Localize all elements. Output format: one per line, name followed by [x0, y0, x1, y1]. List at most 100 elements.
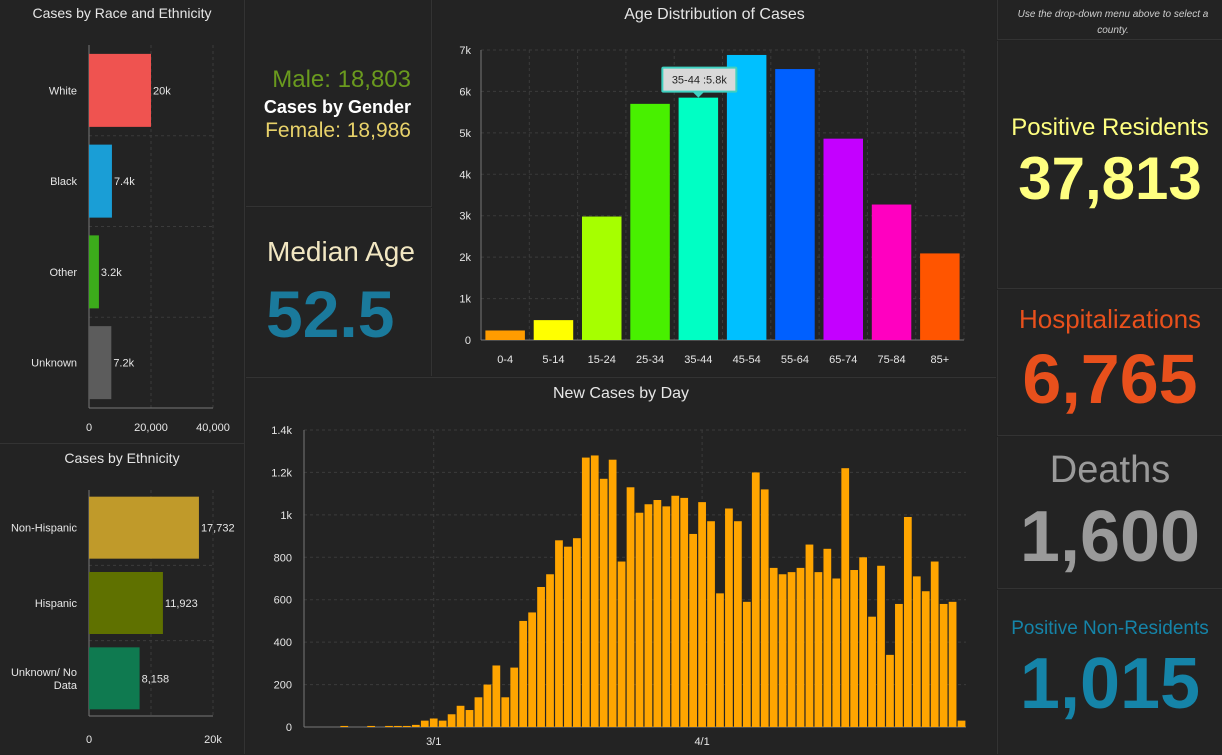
daily-bar	[895, 603, 903, 727]
daily-bar	[537, 586, 545, 727]
data-label: 8,158	[142, 673, 170, 685]
daily-bar	[877, 565, 885, 727]
x-tick-label: 15-24	[588, 354, 616, 366]
y-tick-label: 600	[274, 595, 292, 607]
x-tick-label: 75-84	[877, 354, 905, 366]
daily-bar	[438, 720, 447, 727]
y-tick-label: 3k	[459, 211, 471, 223]
category-label: Hispanic	[35, 598, 78, 610]
bar-age-65-74	[823, 138, 863, 340]
daily-bar	[662, 506, 671, 727]
age-chart: 0 1k 2k 3k 4k 5k 6k 7k 0-4 5-14 15-24 25-34 35-44 45-…	[459, 45, 965, 366]
y-tick-label: 1.4k	[271, 425, 292, 437]
x-tick-label: 0-4	[497, 354, 513, 366]
daily-bar	[868, 616, 876, 727]
data-label: 3.2k	[101, 267, 122, 279]
daily-bar	[841, 468, 850, 727]
y-tick-label: 1k	[280, 510, 292, 522]
daily-bar	[778, 574, 787, 727]
daily-bar	[832, 578, 841, 727]
hospitalizations-panel: Hospitalizations 6,765	[997, 290, 1222, 436]
daily-bar	[751, 472, 760, 727]
bar-black	[89, 144, 112, 218]
bar-other	[89, 235, 99, 309]
y-tick-label: 200	[274, 680, 292, 692]
daily-bar	[707, 521, 715, 727]
daily-bar	[734, 521, 742, 727]
daily-bar	[742, 601, 751, 727]
daily-bar	[680, 497, 689, 727]
bar-white	[89, 53, 151, 127]
daily-bar	[653, 500, 662, 727]
x-tick-label: 25-34	[636, 354, 664, 366]
category-label: White	[49, 85, 77, 97]
race-panel: Cases by Race and Ethnicity White 20k Blac…	[0, 0, 245, 444]
bar-hispanic	[89, 572, 163, 634]
daily-bar	[921, 591, 930, 727]
category-label: Black	[50, 176, 77, 188]
daily-bar	[823, 548, 832, 727]
data-label: 7.2k	[113, 358, 134, 370]
daily-bar	[528, 612, 536, 727]
daily-bar	[403, 725, 411, 727]
x-tick-label: 20k	[204, 734, 222, 746]
median-age-value: 52.5	[266, 277, 395, 351]
gender-panel: Male: 18,803 Cases by Gender Female: 18,…	[246, 0, 432, 207]
positive-nonresidents-panel: Positive Non-Residents 1,015	[997, 590, 1222, 754]
daily-bar	[930, 561, 939, 727]
bar-non-hispanic	[89, 496, 199, 559]
x-tick-label: 0	[86, 422, 92, 434]
daily-bar	[903, 516, 912, 727]
daily-bar	[805, 544, 814, 727]
daily-bar	[948, 601, 957, 727]
bar-unknown-no-data	[89, 647, 140, 710]
y-tick-label: 0	[286, 722, 292, 734]
positive-residents-value: 37,813	[1018, 145, 1202, 212]
daily-panel: New Cases by Day 0 200 400 600 800 1k 1.2k 1.4k…	[246, 377, 996, 754]
daily-bar	[957, 720, 966, 727]
race-chart: White 20k Black 7.4k Other 3.2k Unknown 7.2k 0 20…	[31, 45, 230, 434]
positive-residents-label: Positive Residents	[1011, 114, 1209, 141]
bar-age-0-4	[485, 330, 525, 340]
category-label: Other	[49, 267, 77, 279]
daily-bar	[447, 714, 456, 727]
ethnicity-panel: Cases by Ethnicity Non-Hispanic 17,732 His…	[0, 444, 245, 754]
y-tick-label: 5k	[459, 128, 471, 140]
daily-bar	[555, 540, 563, 727]
deaths-panel: Deaths 1,600	[997, 437, 1222, 589]
daily-bar	[886, 654, 894, 727]
x-tick-label: 65-74	[829, 354, 857, 366]
x-tick-label: 20,000	[134, 422, 168, 434]
ethnicity-chart: Non-Hispanic 17,732 Hispanic 11,923 Unknown/…	[11, 490, 235, 746]
y-tick-label: 4k	[459, 169, 471, 181]
bar-age-25-34	[630, 103, 670, 340]
daily-bar	[492, 665, 501, 727]
x-tick-label: 4/1	[694, 736, 709, 748]
daily-bar	[716, 593, 724, 727]
daily-bar	[429, 718, 438, 727]
median-age-panel: Median Age 52.5	[246, 208, 432, 376]
age-panel: Age Distribution of Cases 0 1k 2k 3k 4k 5k 6k 7…	[433, 0, 996, 376]
x-tick-label: 40,000	[196, 422, 230, 434]
daily-bar	[519, 620, 528, 727]
male-count: Male: 18,803	[272, 66, 411, 93]
county-hint: Use the drop-down menu above to select a…	[1017, 9, 1209, 36]
data-label: 20k	[153, 85, 171, 97]
y-tick-label: 1k	[459, 294, 471, 306]
data-label: 11,923	[165, 598, 198, 610]
hospitalizations-label: Hospitalizations	[1018, 304, 1202, 334]
daily-bar	[608, 459, 617, 727]
daily-bar	[939, 603, 948, 727]
daily-bar	[760, 489, 769, 727]
daily-bar	[456, 705, 465, 727]
daily-bar	[590, 455, 599, 727]
positive-nonresidents-label: Positive Non-Residents	[1011, 618, 1209, 639]
x-tick-label: 55-64	[781, 354, 809, 366]
ethnicity-chart-title: Cases by Ethnicity	[64, 450, 180, 466]
daily-chart-title: New Cases by Day	[552, 385, 690, 402]
category-label: Unknown/ No	[11, 667, 77, 679]
daily-bar	[617, 561, 626, 727]
gender-title: Cases by Gender	[263, 97, 411, 117]
category-label: Non-Hispanic	[11, 523, 78, 535]
positive-nonresidents-value: 1,015	[1019, 644, 1201, 724]
